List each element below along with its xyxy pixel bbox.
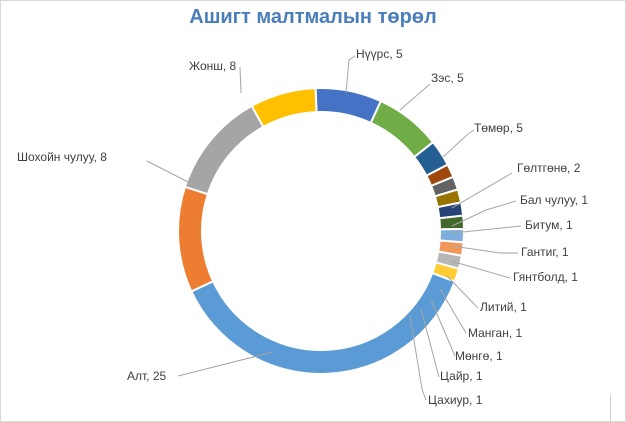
data-label-шохойн-чулуу: Шохойн чулуу, 8 <box>17 150 107 164</box>
data-label-гянтболд: Гянтболд, 1 <box>513 270 578 284</box>
data-label-гантиг: Гантиг, 1 <box>521 245 569 259</box>
leader-line-алт <box>177 351 274 377</box>
leader-line-төмөр <box>442 129 475 158</box>
leader-line-литий <box>446 275 479 309</box>
leader-line-мөнгө <box>430 299 456 357</box>
leader-line-нүүрс <box>345 55 356 94</box>
slice-нүүрс <box>250 87 318 129</box>
leader-line-гянтболд <box>450 260 511 279</box>
slice-жонш <box>183 104 265 196</box>
slice-зэс <box>314 87 383 125</box>
leader-line-гантиг <box>451 245 518 254</box>
data-label-зэс: Зэс, 5 <box>431 71 464 85</box>
data-label-цахиур: Цахиур, 1 <box>428 393 483 407</box>
data-label-бал-чулуу: Бал чулуу, 1 <box>520 193 588 207</box>
leader-line-битум <box>452 225 522 234</box>
leader-line-гөлтгөнө <box>451 172 513 209</box>
data-label-манган: Манган, 1 <box>468 326 523 340</box>
leader-line-жонш <box>239 66 242 94</box>
doughnut-slices <box>177 87 465 375</box>
slice-шохойн-чулуу <box>177 185 215 293</box>
leader-line-цахиур <box>409 315 427 401</box>
data-label-нүүрс: Нүүрс, 5 <box>356 47 403 61</box>
data-label-төмөр: Төмөр, 5 <box>474 121 523 135</box>
data-label-гөлтгөнө: Гөлтгөнө, 2 <box>517 161 581 175</box>
data-label-жонш: Жонш, 8 <box>189 59 237 73</box>
leader-line-зэс <box>399 83 431 111</box>
data-label-алт: Алт, 25 <box>127 369 167 383</box>
data-label-мөнгө: Мөнгө, 1 <box>455 349 503 363</box>
data-label-литий: Литий, 1 <box>480 300 527 314</box>
window-edge-line <box>610 395 611 421</box>
data-label-цайр: Цайр, 1 <box>440 369 483 383</box>
leader-line-шохойн-чулуу <box>146 160 197 187</box>
chart-title: Ашигт малтмалын төрөл <box>189 6 437 28</box>
data-label-битум: Битум, 1 <box>525 218 573 232</box>
leader-line-цайр <box>420 308 440 378</box>
slice-алт <box>190 271 457 375</box>
data-labels: Нүүрс, 5 Зэс, 5 Төмөр, 5 Гөлтгөнө, 2 Бал чул… <box>17 47 588 407</box>
label-leader-lines <box>146 55 522 401</box>
leader-line-бал-чулуу <box>451 200 517 227</box>
leader-line-манган <box>439 288 467 334</box>
